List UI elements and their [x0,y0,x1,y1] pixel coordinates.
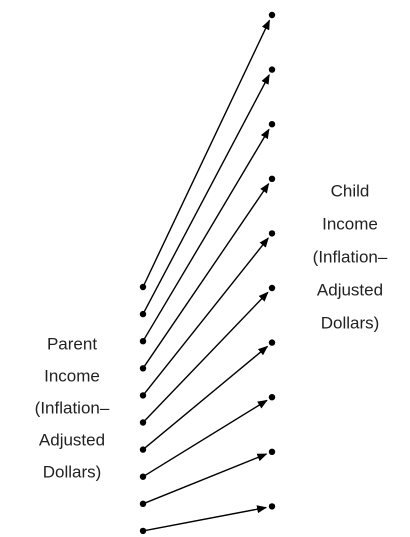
child-dot [268,121,276,128]
parent-dot [139,392,147,399]
child-dot [268,394,276,401]
links [139,11,276,535]
parent-dot [139,527,147,535]
child-dot [268,66,276,73]
arrow [142,19,271,288]
child-dot [268,448,276,455]
child-label-line: Adjusted [317,280,383,299]
child-label-line: Dollars) [321,313,380,332]
parent-label-line: Income [44,366,100,385]
arrow [142,505,268,532]
child-dot [268,175,276,182]
child-dot [268,503,276,510]
arrow [142,291,269,423]
child-label-line: Income [322,214,378,233]
child-dot [268,230,276,237]
parent-dot [139,500,147,507]
parent-dot [139,473,147,480]
parent-label-line: Adjusted [39,430,105,449]
parent-label-line: Parent [47,334,97,353]
child-dot [268,339,276,346]
child-label-line: Child [331,181,370,200]
arrow [142,345,269,451]
arrow [142,74,270,315]
parent-dot [139,419,147,426]
arrow [142,237,269,396]
child-label-line: (Inflation– [313,247,388,266]
arrow [142,182,270,369]
arrow [142,399,268,478]
parent-dot [139,446,147,453]
parent-label-line: Dollars) [43,462,102,481]
child-dot [268,11,276,19]
parent-dot [139,283,147,291]
parent-dot [139,365,147,372]
parent-dot [139,310,147,318]
child-dot [268,284,276,292]
arrow [142,128,270,342]
parent-dot [139,338,147,345]
labels: Parent Income (Inflation– Adjusted Dollars) C… [35,181,388,481]
arrow [142,453,268,505]
parent-label-line: (Inflation– [35,398,110,417]
